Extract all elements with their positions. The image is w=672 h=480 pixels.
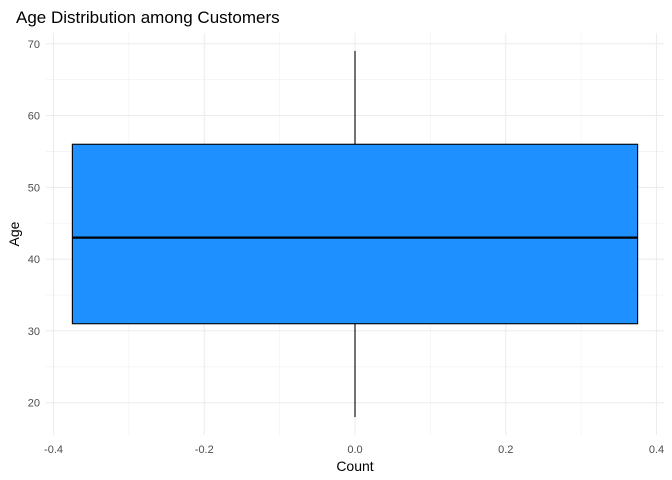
y-tick-label: 40 (28, 254, 40, 266)
x-axis-title: Count (336, 458, 373, 474)
y-axis-ticks: 20 30 40 50 60 70 (28, 39, 40, 410)
y-tick-label: 20 (28, 398, 40, 410)
x-tick-label: 0.0 (347, 444, 362, 456)
boxplot (71, 50, 639, 418)
x-tick-label: -0.2 (195, 444, 214, 456)
y-tick-label: 50 (28, 182, 40, 194)
x-tick-label: 0.2 (498, 444, 513, 456)
x-axis-ticks: -0.4 -0.2 0.0 0.2 0.4 (44, 444, 664, 456)
x-tick-label: -0.4 (44, 444, 63, 456)
y-axis-title: Age (6, 221, 22, 246)
chart-title: Age Distribution among Customers (16, 8, 280, 27)
x-tick-label: 0.4 (649, 444, 664, 456)
y-tick-label: 60 (28, 111, 40, 123)
y-tick-label: 70 (28, 39, 40, 51)
y-tick-label: 30 (28, 326, 40, 338)
box (71, 143, 639, 325)
